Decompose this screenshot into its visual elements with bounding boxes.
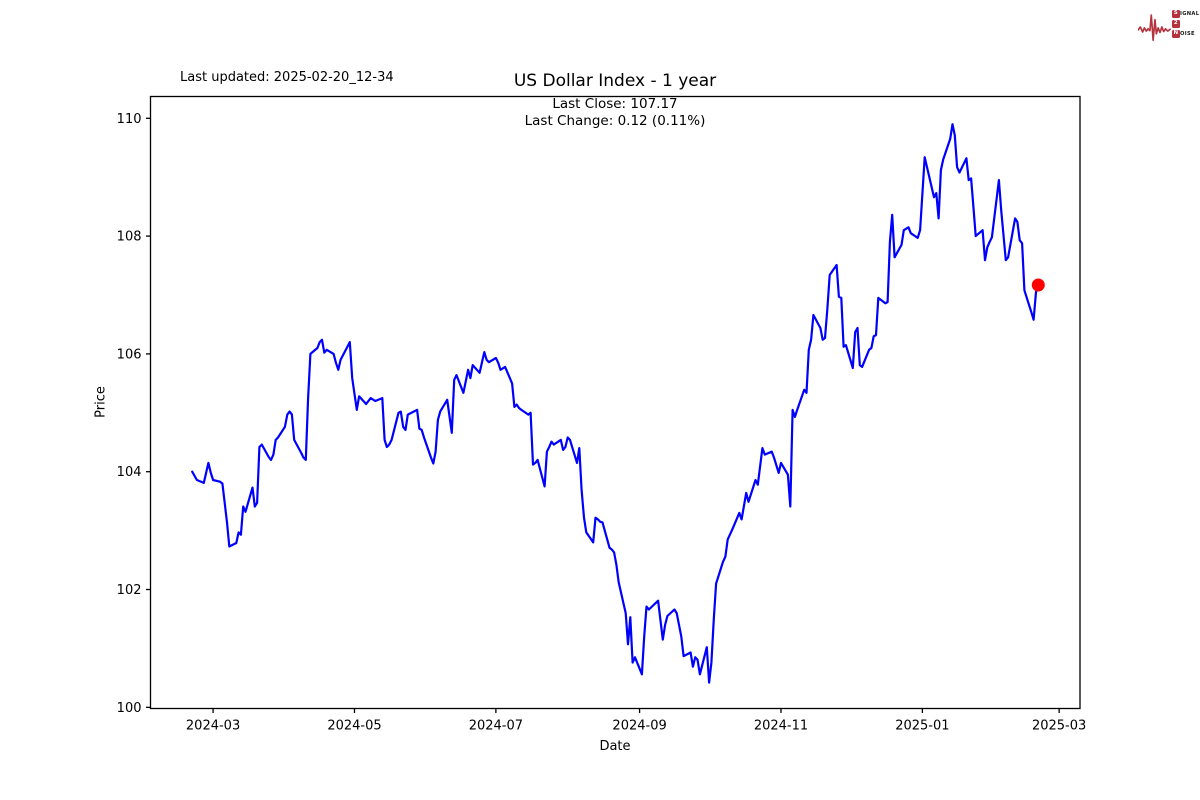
- logo-letter-s: S: [1172, 10, 1180, 18]
- chart-title: US Dollar Index - 1 year: [513, 71, 717, 91]
- logo-row-2: 2: [1172, 20, 1199, 28]
- plot-frame: [149, 95, 1081, 710]
- x-tick-label: 2024-07: [469, 719, 523, 734]
- y-tick-label: 108: [117, 230, 142, 245]
- x-tick-label: 2024-03: [186, 719, 240, 734]
- y-tick-label: 110: [117, 112, 142, 127]
- signal2noise-logo: S IGNAL 2 N OISE: [1138, 6, 1200, 44]
- y-tick-label: 106: [117, 347, 142, 362]
- y-tick-label: 100: [117, 701, 142, 716]
- waveform-icon: [1138, 13, 1171, 41]
- last-updated-text: Last updated: 2025-02-20_12-34: [180, 70, 394, 85]
- x-axis-label: Date: [599, 739, 631, 754]
- last-change-text: Last Change: 0.12 (0.11%): [524, 113, 706, 129]
- logo-row-signal: S IGNAL: [1172, 10, 1199, 18]
- last-close-text: Last Close: 107.17: [552, 96, 678, 112]
- logo-text-ignal: IGNAL: [1180, 10, 1200, 17]
- x-tick-label: 2025-03: [1032, 719, 1086, 734]
- logo-wordmark: S IGNAL 2 N OISE: [1172, 10, 1199, 40]
- last-close-marker: [1031, 278, 1045, 292]
- logo-letter-2: 2: [1172, 20, 1180, 28]
- logo-row-noise: N OISE: [1172, 30, 1199, 38]
- chart-subtitle: Last Close: 107.17 Last Change: 0.12 (0.…: [150, 96, 1080, 130]
- x-tick-label: 2024-09: [612, 719, 666, 734]
- y-tick-label: 102: [117, 583, 142, 598]
- x-tick-label: 2025-01: [895, 719, 949, 734]
- logo-text-oise: OISE: [1180, 30, 1195, 37]
- x-tick-label: 2024-11: [754, 719, 808, 734]
- logo-letter-n: N: [1172, 30, 1180, 38]
- x-tick-label: 2024-05: [327, 719, 381, 734]
- y-tick-label: 104: [117, 465, 142, 480]
- price-line: [191, 123, 1040, 684]
